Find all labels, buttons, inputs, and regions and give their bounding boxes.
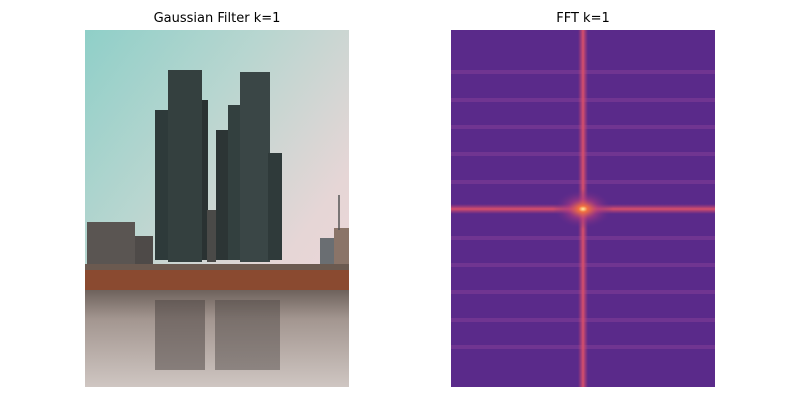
filtered-photo <box>85 30 349 387</box>
fft-spectrum <box>451 30 715 387</box>
panel-title: Gaussian Filter k=1 <box>154 11 281 26</box>
panel-title: FFT k=1 <box>556 11 610 26</box>
